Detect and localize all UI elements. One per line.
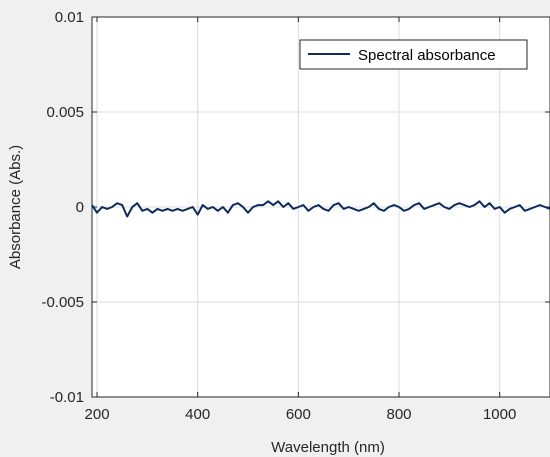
y-tick-label: -0.005 — [41, 294, 84, 311]
axes-box — [91, 16, 550, 398]
y-tick-label: 0.01 — [55, 9, 84, 26]
x-tick-label: 1000 — [483, 406, 516, 423]
y-tick-label: -0.01 — [50, 389, 84, 406]
series-line-spectral-absorbance — [91, 200, 550, 218]
x-axis-title: Wavelength (nm) — [271, 439, 385, 456]
x-tick-label: 400 — [185, 406, 210, 423]
x-tick-label: 800 — [386, 406, 411, 423]
tick-labels: 200 400 600 800 1000 0.01 0.005 0 -0.005 -0.01 — [41, 9, 516, 423]
axes — [91, 16, 550, 398]
y-axis-title: Absorbance (Abs.) — [7, 145, 24, 269]
y-tick-label: 0.005 — [46, 104, 84, 121]
legend-label: Spectral absorbance — [358, 47, 496, 64]
series — [91, 200, 550, 218]
x-tick-label: 200 — [85, 406, 110, 423]
legend: Spectral absorbance — [299, 39, 528, 70]
x-tick-label: 600 — [286, 406, 311, 423]
y-tick-label: 0 — [76, 199, 84, 216]
